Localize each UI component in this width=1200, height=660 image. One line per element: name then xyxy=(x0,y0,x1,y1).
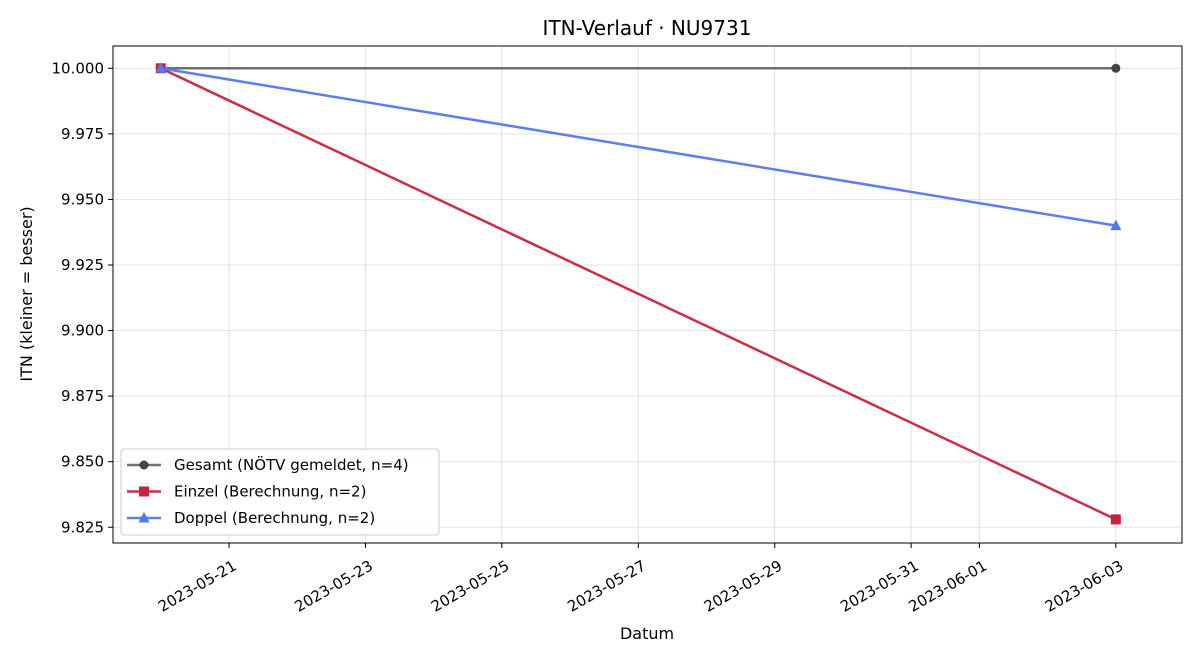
plot-frame xyxy=(112,45,1183,544)
y-axis: 9.825 9.850 9.875 9.900 9.925 9.950 9.975 10.00… xyxy=(52,59,113,536)
y-tick-label: 9.875 xyxy=(61,387,104,405)
grid xyxy=(113,46,1182,543)
x-tick-label: 2023-05-23 xyxy=(292,557,377,616)
legend: Gesamt (NÖTV gemeldet, n=4) Einzel (Berec… xyxy=(120,448,440,536)
x-tick-label: 2023-05-25 xyxy=(428,557,513,616)
legend-item: Gesamt (NÖTV gemeldet, n=4) xyxy=(127,455,409,474)
data-point xyxy=(1110,219,1122,231)
x-axis-label: Datum xyxy=(620,624,674,643)
legend-item: Einzel (Berechnung, n=2) xyxy=(127,483,366,501)
y-tick-label: 9.900 xyxy=(61,322,104,340)
legend-marker xyxy=(138,512,150,523)
series-line xyxy=(160,67,1117,521)
legend-label: Gesamt (NÖTV gemeldet, n=4) xyxy=(174,455,409,474)
y-tick-label: 9.925 xyxy=(61,256,104,274)
legend-box xyxy=(120,448,440,536)
x-tick-label: 2023-06-03 xyxy=(1042,557,1127,616)
x-tick-label: 2023-05-29 xyxy=(701,557,786,616)
y-axis-label: ITN (kleiner = besser) xyxy=(17,206,36,381)
series-line xyxy=(160,67,1117,227)
x-tick-label: 2023-06-01 xyxy=(905,557,990,616)
legend-marker xyxy=(139,460,149,470)
legend-label: Doppel (Berechnung, n=2) xyxy=(174,509,375,527)
legend-label: Einzel (Berechnung, n=2) xyxy=(174,483,366,501)
series-2 xyxy=(155,62,1122,231)
x-axis: 2023-05-21 2023-05-23 2023-05-25 2023-05-27… xyxy=(155,543,1126,616)
series-layer xyxy=(155,62,1122,525)
y-tick-label: 9.825 xyxy=(61,518,104,536)
y-tick-label: 10.000 xyxy=(52,59,105,77)
y-tick-label: 9.850 xyxy=(61,453,104,471)
data-point xyxy=(155,62,167,73)
legend-item: Doppel (Berechnung, n=2) xyxy=(127,509,375,527)
x-tick-label: 2023-05-21 xyxy=(155,557,240,616)
data-point xyxy=(1111,63,1121,73)
chart-title: ITN-Verlauf · NU9731 xyxy=(543,16,752,40)
data-point xyxy=(1110,514,1121,525)
y-tick-label: 9.950 xyxy=(61,190,104,208)
y-tick-label: 9.975 xyxy=(61,125,104,143)
x-tick-label: 2023-05-27 xyxy=(564,557,649,616)
legend-marker xyxy=(139,486,149,497)
